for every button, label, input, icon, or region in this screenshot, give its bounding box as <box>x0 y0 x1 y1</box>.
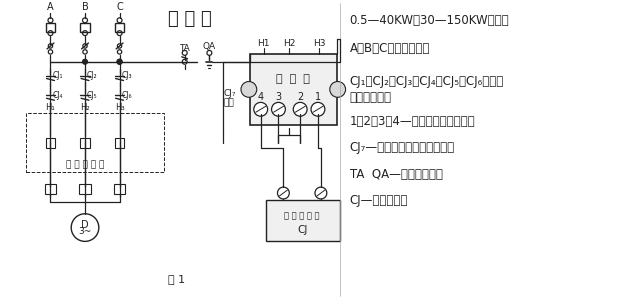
Text: C: C <box>116 2 123 12</box>
Bar <box>115 23 124 32</box>
Text: 0.5—40KW、30—150KW接线图: 0.5—40KW、30—150KW接线图 <box>350 14 509 27</box>
Bar <box>266 200 340 241</box>
Circle shape <box>271 102 285 116</box>
Bar <box>26 113 164 172</box>
Text: CJ₅: CJ₅ <box>87 91 97 100</box>
Bar <box>46 138 55 148</box>
Text: TA: TA <box>180 44 190 53</box>
Circle shape <box>117 59 122 64</box>
Circle shape <box>241 82 257 97</box>
Text: CJ₁、CJ₂、CJ₃、CJ₄、CJ₅、CJ₆一交流: CJ₁、CJ₂、CJ₃、CJ₄、CJ₅、CJ₆一交流 <box>350 75 504 88</box>
Text: H₁: H₁ <box>46 103 55 112</box>
Bar <box>114 184 126 194</box>
Text: QA: QA <box>203 43 216 51</box>
Text: B: B <box>82 2 89 12</box>
Text: CJ₆: CJ₆ <box>122 91 132 100</box>
Text: 穿 过 导 线 孔: 穿 过 导 线 孔 <box>66 160 104 169</box>
Circle shape <box>293 102 307 116</box>
Circle shape <box>330 82 345 97</box>
Bar <box>80 23 90 32</box>
Text: H3: H3 <box>313 40 325 49</box>
Text: 3~: 3~ <box>78 227 92 236</box>
Text: CJ₇: CJ₇ <box>223 89 236 98</box>
Circle shape <box>278 187 290 199</box>
Text: CJ₃: CJ₃ <box>122 71 132 80</box>
Bar <box>79 184 91 194</box>
Text: CJ₂: CJ₂ <box>87 71 97 80</box>
Bar <box>45 184 57 194</box>
Text: CJ₇—交流接触器辅助常开触头: CJ₇—交流接触器辅助常开触头 <box>350 141 455 154</box>
Bar <box>46 23 55 32</box>
Text: CJ₁: CJ₁ <box>53 71 63 80</box>
Text: 1、2、3、4—保护器接线端子号码: 1、2、3、4—保护器接线端子号码 <box>350 115 475 128</box>
Text: 图 1: 图 1 <box>168 274 185 284</box>
Bar <box>80 138 90 148</box>
Text: H2: H2 <box>283 40 296 49</box>
Text: D: D <box>81 220 89 230</box>
Text: 保  护  器: 保 护 器 <box>276 74 310 84</box>
Circle shape <box>82 59 87 64</box>
Text: 2: 2 <box>297 92 303 101</box>
Bar <box>250 54 337 125</box>
Text: CJ₄: CJ₄ <box>53 91 63 100</box>
Text: H₂: H₂ <box>80 103 90 112</box>
Text: 自锁: 自锁 <box>223 99 234 108</box>
Text: TA  QA—停止起动按鈕: TA QA—停止起动按鈕 <box>350 168 442 181</box>
Text: H1: H1 <box>257 40 270 49</box>
Circle shape <box>117 59 122 64</box>
Bar <box>115 138 124 148</box>
Circle shape <box>311 102 325 116</box>
Text: CJ: CJ <box>297 225 307 235</box>
Circle shape <box>254 102 268 116</box>
Text: 1: 1 <box>315 92 321 101</box>
Text: A: A <box>47 2 54 12</box>
Text: H₃: H₃ <box>115 103 124 112</box>
Text: 接 触 器 线 圈: 接 触 器 线 圈 <box>284 211 320 220</box>
Text: 接触器主触头: 接触器主触头 <box>350 91 391 104</box>
Text: 4: 4 <box>257 92 264 101</box>
Circle shape <box>315 187 327 199</box>
Text: A、B、C，一三相电源: A、B、C，一三相电源 <box>350 42 430 56</box>
Text: 接 线 图: 接 线 图 <box>168 10 212 28</box>
Text: CJ—接触器线圈: CJ—接触器线圈 <box>350 194 408 207</box>
Text: 3: 3 <box>276 92 281 101</box>
